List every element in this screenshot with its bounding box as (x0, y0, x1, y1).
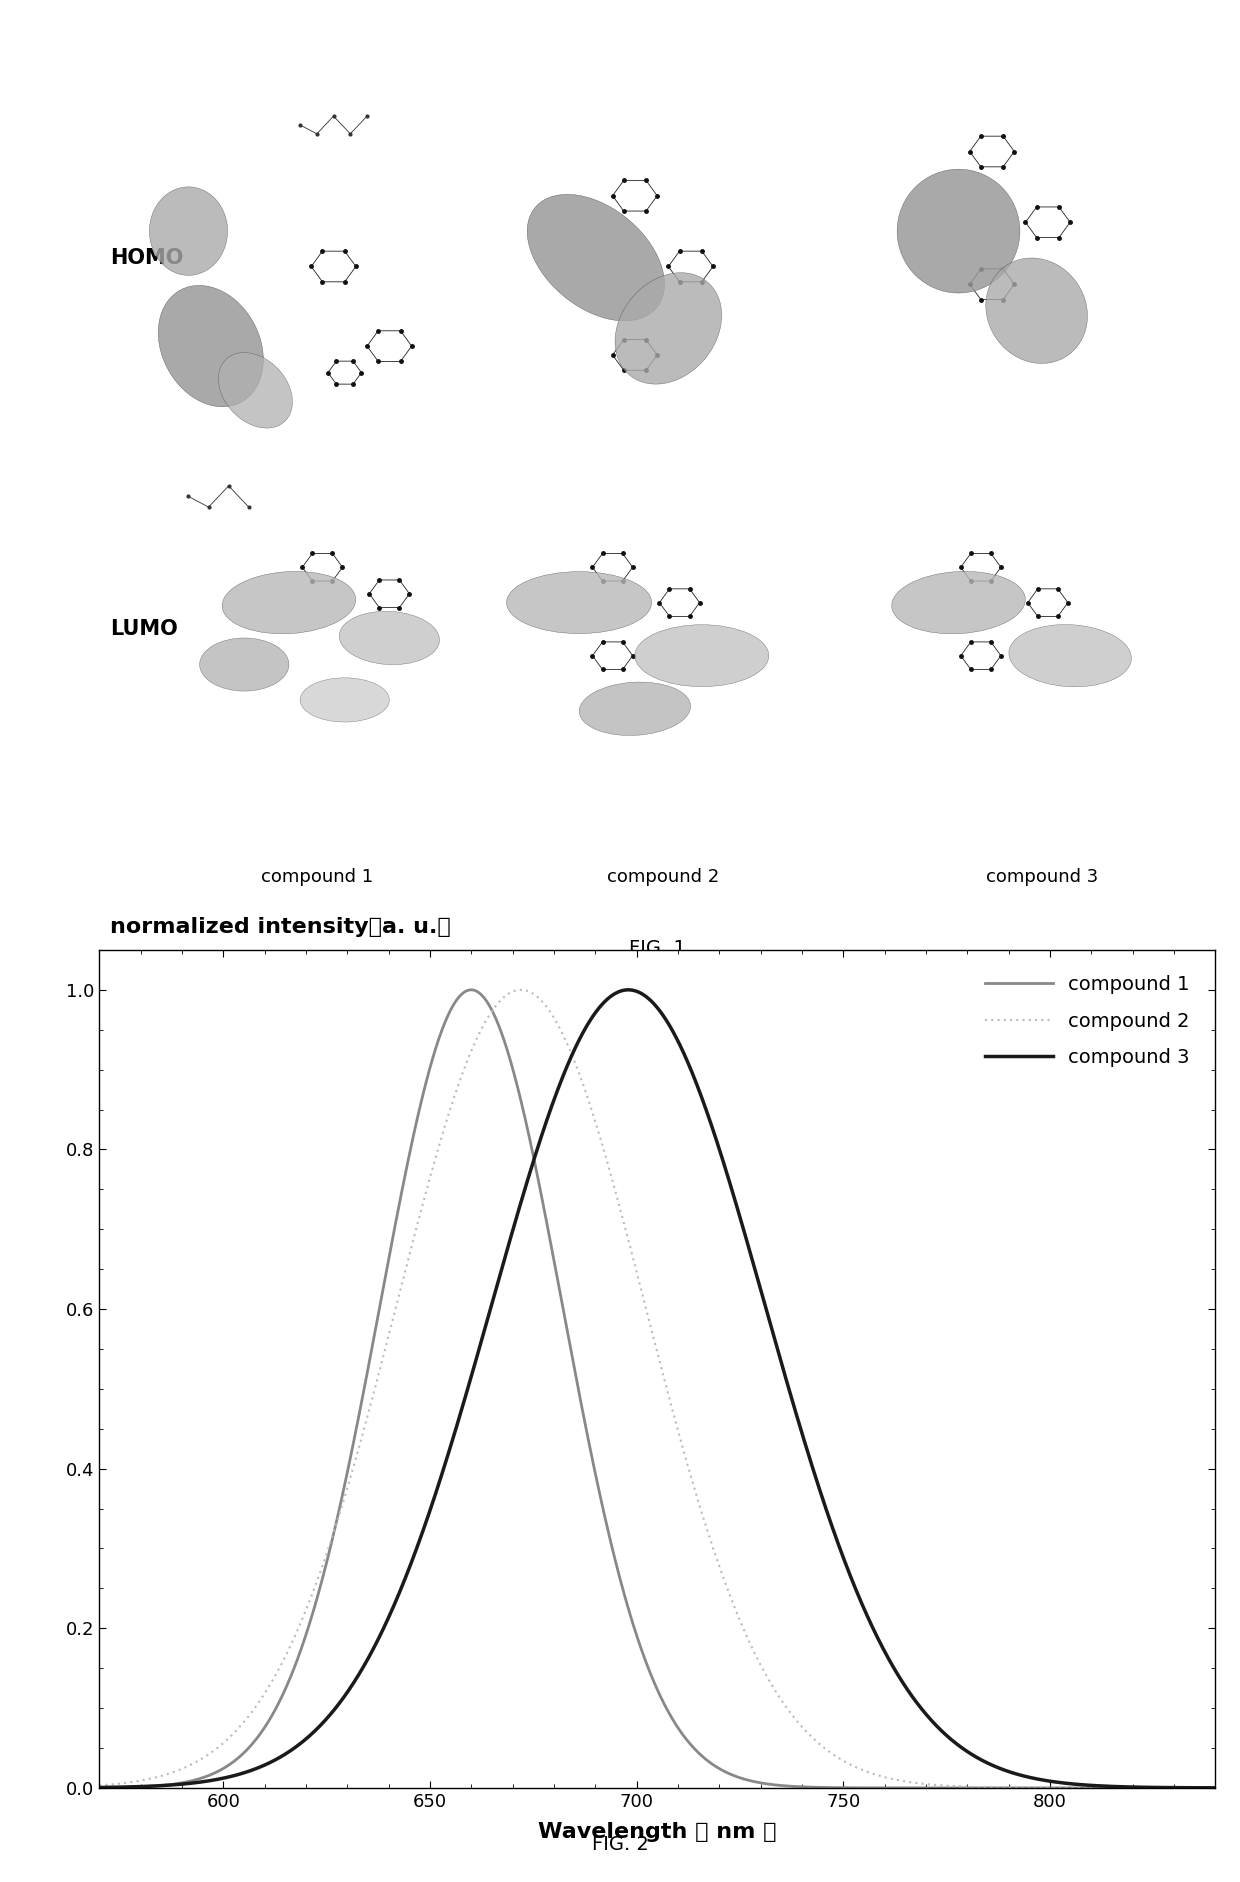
Ellipse shape (892, 572, 1025, 634)
Ellipse shape (218, 352, 293, 427)
Text: HOMO: HOMO (110, 248, 184, 267)
compound 2 (520, 981, 534, 1003)
compound 3 (1066, 1773, 1081, 1795)
Ellipse shape (898, 169, 1021, 294)
compound 1 (1208, 1777, 1223, 1799)
compound 2 (1066, 1777, 1081, 1799)
Ellipse shape (340, 612, 439, 664)
Ellipse shape (150, 186, 228, 275)
Ellipse shape (1009, 625, 1131, 687)
compound 1 (1187, 1777, 1202, 1799)
Text: compound 2: compound 2 (606, 868, 719, 886)
Text: FIG. 1: FIG. 1 (629, 939, 686, 958)
compound 1 (464, 979, 479, 1001)
Legend: compound 1, compound 2, compound 3: compound 1, compound 2, compound 3 (970, 960, 1205, 1082)
compound 1 (568, 1364, 583, 1387)
Ellipse shape (615, 273, 722, 384)
compound 2 (92, 1775, 107, 1797)
compound 2 (1208, 1777, 1223, 1799)
compound 2 (513, 979, 528, 1001)
compound 2 (1187, 1777, 1202, 1799)
Text: normalized intensity（a. u.）: normalized intensity（a. u.） (110, 917, 451, 937)
compound 1 (1066, 1777, 1081, 1799)
compound 2 (219, 1730, 234, 1752)
compound 3 (92, 1777, 107, 1799)
compound 2 (285, 1630, 300, 1652)
compound 3 (520, 1171, 534, 1193)
Text: compound 3: compound 3 (986, 868, 1099, 886)
compound 1 (285, 1660, 300, 1683)
Text: FIG. 2: FIG. 2 (591, 1835, 649, 1854)
FancyBboxPatch shape (99, 19, 1215, 903)
Line: compound 1: compound 1 (99, 990, 1215, 1788)
compound 1 (520, 1118, 534, 1140)
compound 1 (92, 1777, 107, 1799)
compound 3 (568, 1035, 583, 1058)
X-axis label: Wavelength （ nm ）: Wavelength （ nm ） (538, 1822, 776, 1842)
Text: compound 1: compound 1 (260, 868, 373, 886)
compound 3 (621, 979, 636, 1001)
Ellipse shape (579, 681, 691, 736)
compound 3 (219, 1765, 234, 1788)
compound 2 (568, 1054, 583, 1077)
compound 3 (285, 1737, 300, 1760)
Ellipse shape (635, 625, 769, 687)
Text: LUMO: LUMO (110, 619, 179, 640)
compound 1 (219, 1756, 234, 1778)
Ellipse shape (200, 638, 289, 691)
compound 3 (1208, 1777, 1223, 1799)
Ellipse shape (986, 258, 1087, 363)
Ellipse shape (527, 194, 665, 322)
Line: compound 3: compound 3 (99, 990, 1215, 1788)
Ellipse shape (222, 572, 356, 634)
Ellipse shape (300, 678, 389, 723)
Line: compound 2: compound 2 (99, 990, 1215, 1788)
Ellipse shape (159, 286, 263, 407)
Ellipse shape (507, 572, 652, 634)
compound 3 (1187, 1777, 1202, 1799)
